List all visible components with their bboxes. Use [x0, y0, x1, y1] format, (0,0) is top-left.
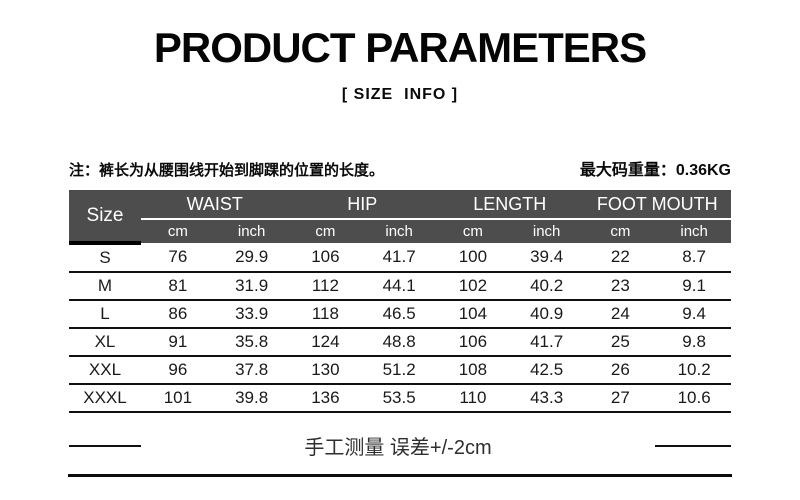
table-row: XL 91 35.8 124 48.8 106 41.7 25 9.8: [69, 328, 731, 358]
measurement-cell: 37.8: [214, 356, 289, 386]
measurement-cell: 130: [288, 356, 363, 386]
measurement-cell: 118: [288, 300, 363, 330]
measurement-cell: 81: [141, 272, 215, 302]
measurement-cell: 33.9: [214, 300, 289, 330]
measurement-cell: 22: [583, 243, 658, 274]
measurement-cell: 42.5: [509, 356, 584, 386]
page-subtitle: [ SIZE INFO ]: [341, 86, 459, 104]
column-group-length: LENGTH: [436, 190, 584, 220]
measurement-cell: 23: [583, 272, 658, 302]
table-row: L 86 33.9 118 46.5 104 40.9 24 9.4: [69, 300, 731, 330]
measurement-cell: 31.9: [214, 272, 289, 302]
measurement-cell: 76: [141, 243, 215, 274]
measurement-cell: 9.4: [657, 300, 731, 330]
measurement-cell: 41.7: [362, 243, 436, 274]
measurement-cell: 106: [288, 243, 363, 274]
measurement-cell: 40.9: [509, 300, 584, 330]
size-table-body: S 76 29.9 106 41.7 100 39.4 22 8.7 M 81 31.9 112 44.1…: [69, 243, 731, 414]
table-row: XXL 96 37.8 130 51.2 108 42.5 26 10.2: [69, 356, 731, 386]
note-row: 注：裤长为从腰围线开始到脚踝的位置的长度。 最大码重量：0.36KG: [69, 156, 731, 180]
measurement-cell: 106: [436, 328, 510, 358]
row-size-label: S: [69, 243, 141, 274]
unit-header-row: cm inch cm inch cm inch cm inch: [69, 218, 731, 244]
measurement-cell: 10.2: [657, 356, 731, 386]
measurement-cell: 44.1: [362, 272, 436, 302]
measurement-cell: 43.3: [509, 384, 584, 414]
measurement-cell: 8.7: [657, 243, 731, 274]
unit-header-foot-mouth-cm: cm: [583, 218, 658, 244]
measurement-cell: 39.8: [214, 384, 289, 414]
measurement-cell: 29.9: [214, 243, 289, 274]
measurement-cell: 108: [436, 356, 510, 386]
footer-note-row: 手工测量 误差+/-2cm: [69, 431, 731, 460]
measurement-cell: 46.5: [362, 300, 436, 330]
measurement-cell: 48.8: [362, 328, 436, 358]
measurement-cell: 40.2: [509, 272, 584, 302]
column-group-waist: WAIST: [141, 190, 289, 220]
measurement-cell: 27: [583, 384, 658, 414]
group-header-row: Size WAIST HIP LENGTH FOOT MOUTH: [69, 190, 731, 246]
measurement-cell: 112: [288, 272, 363, 302]
measurement-cell: 100: [436, 243, 510, 274]
measurement-cell: 51.2: [362, 356, 436, 386]
measurement-cell: 35.8: [214, 328, 289, 358]
weight-note: 最大码重量：0.36KG: [579, 162, 731, 180]
unit-header-waist-cm: cm: [141, 218, 215, 244]
measurement-cell: 104: [436, 300, 510, 330]
measurement-cell: 41.7: [509, 328, 584, 358]
column-group-hip: HIP: [288, 190, 436, 220]
measurement-cell: 96: [141, 356, 215, 386]
unit-header-hip-inch: inch: [362, 218, 436, 244]
measurement-cell: 136: [288, 384, 363, 414]
footer-note: 手工测量 误差+/-2cm: [304, 437, 492, 460]
measurement-cell: 53.5: [362, 384, 436, 414]
row-size-label: M: [69, 272, 141, 302]
right-rule: [655, 444, 731, 447]
bottom-divider: [68, 474, 732, 478]
measurement-cell: 25: [583, 328, 658, 358]
table-row: XXXL 101 39.8 136 53.5 110 43.3 27 10.6: [69, 384, 731, 414]
unit-header-waist-inch: inch: [214, 218, 289, 244]
measurement-cell: 86: [141, 300, 215, 330]
page-title: PRODUCT PARAMETERS: [153, 24, 647, 71]
measurement-cell: 124: [288, 328, 363, 358]
unit-header-length-inch: inch: [509, 218, 584, 244]
row-size-label: XXL: [69, 356, 141, 386]
unit-header-length-cm: cm: [436, 218, 510, 244]
measurement-cell: 26: [583, 356, 658, 386]
row-size-label: XL: [69, 328, 141, 358]
table-row: M 81 31.9 112 44.1 102 40.2 23 9.1: [69, 272, 731, 302]
measurement-cell: 10.6: [657, 384, 731, 414]
measurement-cell: 9.1: [657, 272, 731, 302]
size-table-header: Size WAIST HIP LENGTH FOOT MOUTH cm inch…: [69, 190, 731, 246]
row-size-label: L: [69, 300, 141, 330]
measurement-cell: 102: [436, 272, 510, 302]
measurement-cell: 39.4: [509, 243, 584, 274]
measurement-cell: 101: [141, 384, 215, 414]
size-table: Size WAIST HIP LENGTH FOOT MOUTH cm inch…: [69, 190, 731, 414]
row-size-label: XXXL: [69, 384, 141, 414]
table-row: S 76 29.9 106 41.7 100 39.4 22 8.7: [69, 243, 731, 274]
measurement-cell: 110: [436, 384, 510, 414]
measurement-cell: 91: [141, 328, 215, 358]
measurement-cell: 24: [583, 300, 658, 330]
left-rule: [69, 444, 141, 447]
measure-note: 注：裤长为从腰围线开始到脚踝的位置的长度。: [69, 162, 385, 180]
unit-header-hip-cm: cm: [288, 218, 363, 244]
unit-header-foot-mouth-inch: inch: [657, 218, 731, 244]
column-header-size: Size: [69, 190, 141, 246]
measurement-cell: 9.8: [657, 328, 731, 358]
column-group-foot-mouth: FOOT MOUTH: [583, 190, 731, 220]
